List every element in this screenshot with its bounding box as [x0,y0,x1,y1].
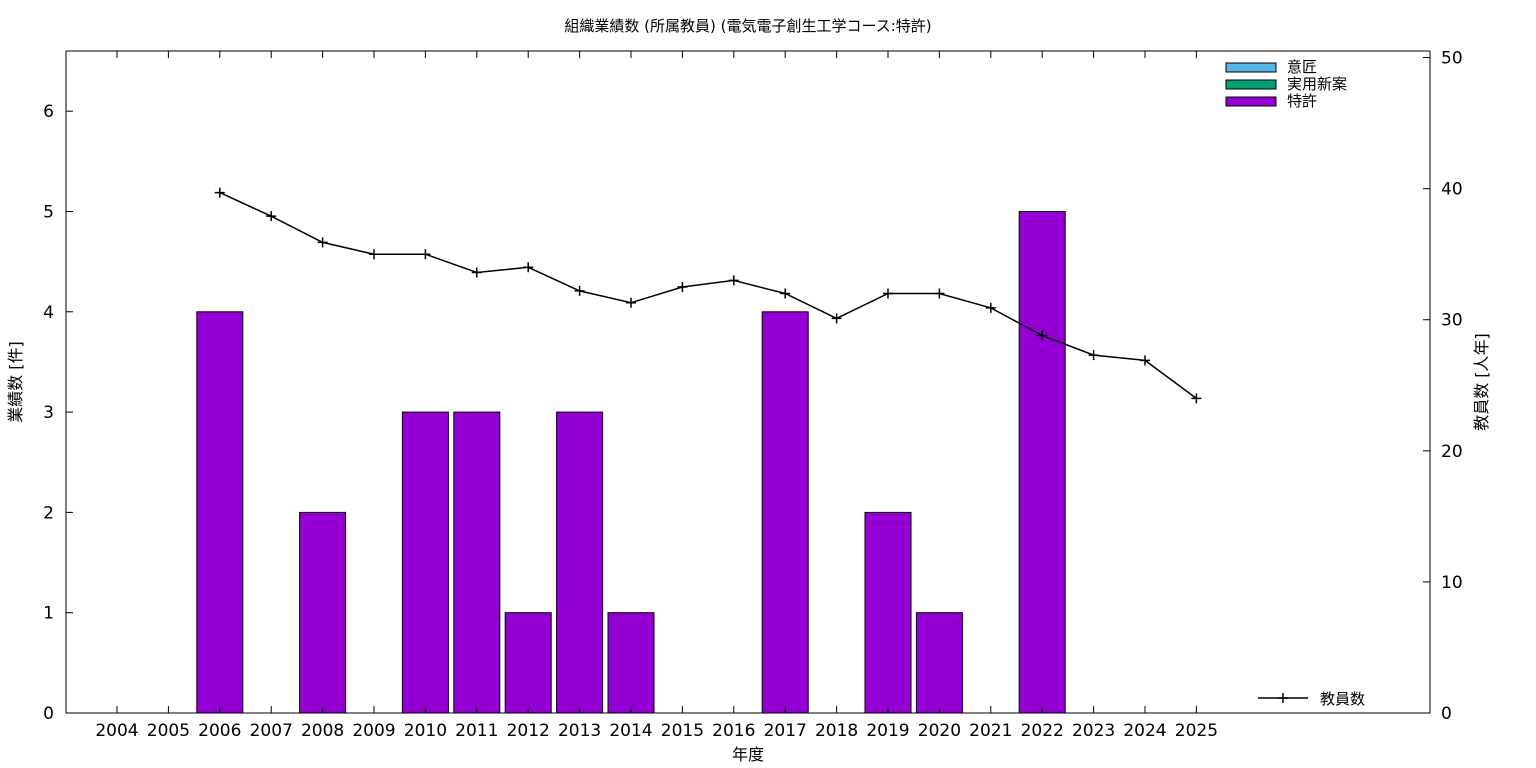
bar-2-2011 [453,411,501,714]
bar-2-2006 [196,311,244,714]
legend-line-marker-0 [1278,693,1288,703]
x-tick-label-2004: 2004 [95,721,138,741]
line-point-2025 [1191,393,1202,404]
axis-ticks: 0 1 2 3 4 5 6 0 10 20 30 40 50 2004 2005 2006 2007 2008 20… [43,49,1462,741]
legend-swatch-0 [1225,62,1277,73]
line-point-2013 [574,285,585,296]
y-tick-label-1: 1 [43,604,54,624]
line-point-2006 [214,187,225,198]
x-tick-label-2018: 2018 [815,721,858,741]
x-tick-label-2019: 2019 [866,721,909,741]
line-point-2010 [420,249,431,260]
x-axis-label: 年度 [732,745,764,764]
x-tick-label-2013: 2013 [558,721,601,741]
line-point-2014 [626,297,636,308]
bar-2-2010 [401,411,449,714]
x-tick-label-2011: 2011 [455,721,498,741]
line-point-2019 [883,288,893,299]
x-tick-label-2021: 2021 [969,721,1012,741]
bar-2-2014 [607,612,655,714]
bar-2-2013 [556,411,604,714]
line-point-2009 [369,249,379,260]
legend-line-label-0: 教員数 [1320,690,1365,708]
y-tick-label-2: 2 [43,503,54,523]
line-point-2018 [831,313,842,324]
line-point-2024 [1140,355,1150,366]
y-tick-label-4: 4 [43,303,54,323]
line-point-2016 [728,275,739,286]
plot-area [196,187,1202,714]
legend-label-0: 意匠 [1287,58,1317,76]
y-tick-label-0: 0 [43,704,54,724]
line-point-2011 [471,267,482,278]
line-point-2022 [1037,330,1048,341]
x-tick-label-2023: 2023 [1072,721,1115,741]
line-point-2012 [523,262,534,273]
x-tick-label-2025: 2025 [1175,721,1218,741]
plot-frame [65,50,1431,714]
x-tick-label-2022: 2022 [1021,721,1064,741]
x-tick-label-2006: 2006 [198,721,241,741]
legend-swatch-2 [1225,96,1277,107]
x-tick-label-2005: 2005 [147,721,190,741]
y-axis-label: 業績数 [件] [6,341,25,423]
y2-tick-label-0: 0 [1441,704,1452,724]
y2-tick-label-50: 50 [1441,49,1463,69]
x-tick-label-2007: 2007 [250,721,293,741]
line-point-2017 [780,288,791,299]
line-point-2021 [985,302,996,313]
x-tick-label-2009: 2009 [352,721,395,741]
legend-label-2: 特許 [1287,92,1317,110]
x-tick-label-2024: 2024 [1123,721,1166,741]
bar-2-2020 [915,612,963,714]
bar-2-2012 [504,612,552,714]
bar-2-2017 [761,311,809,714]
y2-tick-label-40: 40 [1441,180,1463,200]
x-tick-label-2012: 2012 [507,721,550,741]
bar-2-2022 [1018,211,1066,714]
line-point-2008 [317,237,328,248]
chart-title: 組織業績数 (所属教員) (電気電子創生工学コース:特許) [564,17,931,35]
x-tick-label-2015: 2015 [661,721,704,741]
y2-tick-label-30: 30 [1441,311,1463,331]
x-tick-label-2016: 2016 [712,721,755,741]
legend-swatch-1 [1225,79,1277,90]
x-tick-label-2020: 2020 [918,721,961,741]
bar-2-2019 [864,511,912,714]
line-point-2020 [934,288,945,299]
x-tick-label-2014: 2014 [609,721,652,741]
line-point-2007 [266,211,277,222]
x-tick-label-2017: 2017 [764,721,807,741]
x-tick-label-2010: 2010 [404,721,447,741]
y-tick-label-5: 5 [43,202,54,222]
bar-2-2008 [299,511,347,714]
y-tick-label-6: 6 [43,102,54,122]
y-tick-label-3: 3 [43,403,54,423]
line-point-2015 [677,281,688,292]
line-point-2023 [1088,350,1099,361]
y2-tick-label-20: 20 [1441,442,1463,462]
y2-tick-label-10: 10 [1441,573,1463,593]
x-tick-label-2008: 2008 [301,721,344,741]
line-series-0 [219,191,1197,400]
y2-axis-label: 教員数 [人年] [1472,333,1491,431]
legend-label-1: 実用新案 [1287,75,1347,93]
